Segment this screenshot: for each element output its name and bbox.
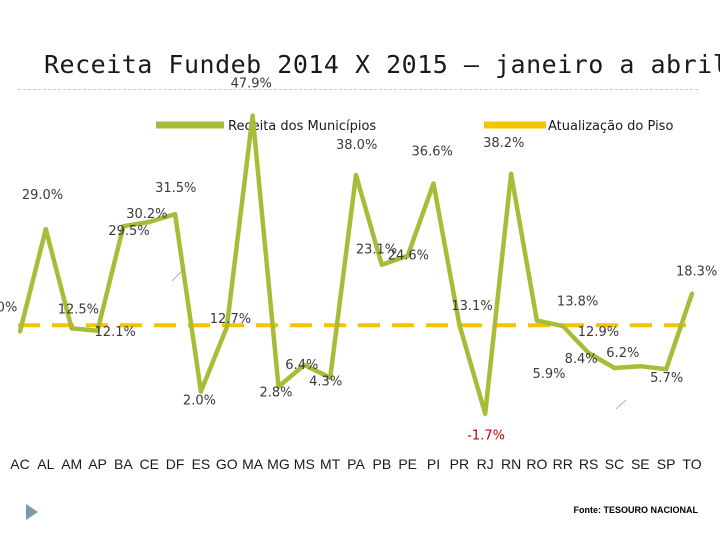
x-tick-rn: RN <box>501 456 521 472</box>
data-point-al <box>43 227 49 232</box>
leader-line-se <box>615 399 627 410</box>
data-label-rs: 8.4% <box>565 352 598 367</box>
data-label-df: 31.5% <box>155 181 196 196</box>
data-label-es: 2.0% <box>183 393 216 408</box>
data-label-pr: 13.1% <box>451 299 492 314</box>
slide-marker-icon <box>26 504 38 520</box>
series-line-municipios <box>17 113 695 416</box>
x-tick-pi: PI <box>427 456 440 472</box>
data-label-pi: 36.6% <box>412 145 453 160</box>
data-point-rn <box>508 171 514 177</box>
source-note: Fonte: TESOURO NACIONAL <box>573 505 699 515</box>
data-point-pe <box>405 253 410 258</box>
data-point-pa <box>353 172 359 178</box>
x-tick-ce: CE <box>140 456 159 472</box>
x-tick-pb: PB <box>373 456 392 472</box>
data-label-go: 12.7% <box>210 312 251 327</box>
x-tick-rj: RJ <box>477 456 494 472</box>
data-label-pa: 38.0% <box>336 138 377 153</box>
x-tick-rr: RR <box>553 456 573 472</box>
data-label-mg: 2.8% <box>259 386 292 401</box>
data-label-rr: 12.9% <box>578 325 619 340</box>
x-tick-ba: BA <box>114 456 133 472</box>
data-point-ms <box>302 362 307 368</box>
x-tick-go: GO <box>216 456 238 472</box>
data-point-ma <box>250 113 255 118</box>
data-label-am: 12.5% <box>58 302 99 317</box>
x-tick-rs: RS <box>579 456 598 472</box>
data-point-mt <box>327 375 333 380</box>
x-tick-pe: PE <box>398 456 417 472</box>
data-point-ap <box>95 328 100 333</box>
x-tick-sp: SP <box>657 456 676 472</box>
data-point-sp <box>663 367 669 372</box>
x-tick-ma: MA <box>242 456 264 472</box>
x-tick-pa: PA <box>347 456 365 472</box>
data-label-ac: 12.0% <box>0 300 17 315</box>
data-point-rs <box>586 350 591 356</box>
x-tick-to: TO <box>682 456 701 472</box>
title-divider <box>18 89 698 90</box>
x-tick-pr: PR <box>450 456 469 472</box>
data-point-ce <box>147 219 152 225</box>
data-label-sc: 5.9% <box>532 367 565 382</box>
data-point-rj <box>483 411 488 416</box>
x-tick-am: AM <box>61 456 82 472</box>
data-point-go <box>224 324 229 330</box>
data-label-mt: 4.3% <box>309 375 342 390</box>
data-label-al: 29.0% <box>22 188 63 203</box>
page-title: Receita Fundeb 2014 X 2015 – janeiro a a… <box>44 50 720 79</box>
data-point-ac <box>17 329 23 334</box>
data-point-to <box>689 291 695 296</box>
legend: Receita dos Municípios Atualização do Pis… <box>156 119 673 134</box>
data-label-ce: 30.2% <box>126 207 167 222</box>
x-tick-ap: AP <box>88 456 107 472</box>
data-point-df <box>172 211 178 217</box>
x-tick-df: DF <box>166 456 185 472</box>
data-label-ma: 47.9% <box>231 77 272 92</box>
data-label-sp: 5.7% <box>650 371 683 386</box>
x-tick-ms: MS <box>294 456 315 472</box>
category-axis: AC AL AM AP BA CE DF ES GO MA MG MS MT PA PB PE PI PR RJ RN… <box>10 456 701 472</box>
data-label-rn: 38.2% <box>483 136 524 151</box>
data-point-pb <box>379 262 385 267</box>
data-label-pe: 24.6% <box>388 249 429 264</box>
x-tick-es: ES <box>192 456 211 472</box>
x-tick-mg: MG <box>267 456 290 472</box>
data-point-mg <box>276 384 281 389</box>
x-tick-sc: SC <box>605 456 624 472</box>
legend-label-piso: Atualização do Piso <box>548 119 673 134</box>
data-label-ba: 29.5% <box>108 224 149 239</box>
data-label-ms: 6.4% <box>285 358 318 373</box>
data-label-se: 6.2% <box>606 346 639 361</box>
leader-line-ba <box>171 267 186 282</box>
x-tick-mt: MT <box>320 456 341 472</box>
data-point-pi <box>431 181 436 186</box>
legend-label-municipios: Receita dos Municípios <box>228 119 376 134</box>
x-tick-al: AL <box>37 456 54 472</box>
data-point-pr <box>457 322 462 327</box>
data-point-es <box>198 389 204 394</box>
data-point-ro <box>534 318 540 323</box>
data-label-layer: 12.0% 29.0% 12.5% 12.1% 29.5% 30.2% 31.5% 2.0% 1… <box>0 77 717 444</box>
data-point-ba <box>121 224 126 229</box>
x-tick-se: SE <box>631 456 650 472</box>
data-point-am <box>69 326 74 331</box>
data-label-to: 18.3% <box>676 265 717 280</box>
data-label-rj: -1.7% <box>467 429 505 444</box>
series-layer <box>17 113 695 416</box>
data-point-rr <box>560 323 565 329</box>
data-label-ro: 13.8% <box>557 295 598 310</box>
data-point-se <box>638 364 643 369</box>
x-tick-ac: AC <box>10 456 29 472</box>
data-point-sc <box>612 365 617 371</box>
data-label-ap: 12.1% <box>95 325 136 340</box>
data-label-pb: 23.1% <box>356 243 397 258</box>
x-tick-ro: RO <box>526 456 547 472</box>
